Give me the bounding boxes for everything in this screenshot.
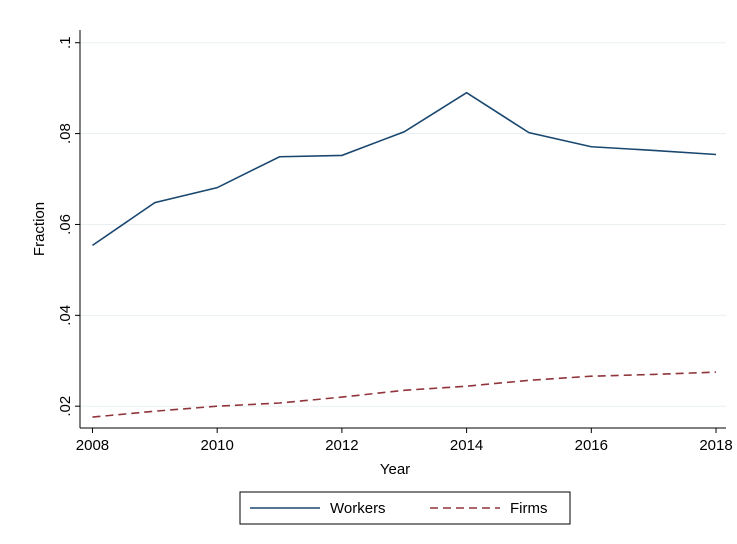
- y-axis-label: Fraction: [31, 202, 48, 256]
- x-tick-label: 2014: [450, 437, 483, 454]
- y-tick-label: .04: [57, 305, 74, 326]
- x-tick-label: 2012: [325, 437, 358, 454]
- y-tick-label: .08: [57, 123, 74, 144]
- y-tick-label: .02: [57, 396, 74, 417]
- x-tick-label: 2016: [575, 437, 608, 454]
- y-tick-label: .1: [57, 36, 74, 49]
- x-tick-label: 2008: [76, 437, 109, 454]
- legend-label: Workers: [330, 500, 386, 517]
- y-tick-label: .06: [57, 214, 74, 235]
- series-line: [92, 371, 717, 418]
- x-tick-label: 2010: [200, 437, 233, 454]
- series-line: [92, 91, 717, 247]
- legend-label: Firms: [510, 500, 548, 517]
- x-axis-label: Year: [380, 461, 410, 478]
- x-tick-label: 2018: [699, 437, 732, 454]
